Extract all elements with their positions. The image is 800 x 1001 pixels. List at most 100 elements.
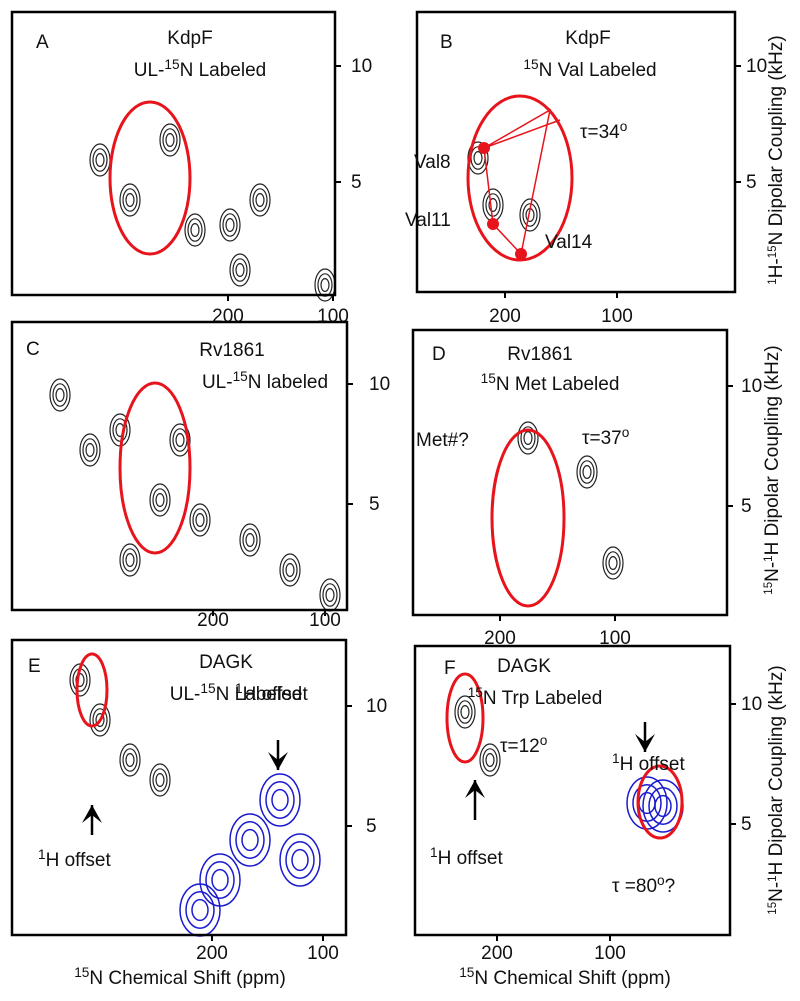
x-tick-label: 200 xyxy=(197,610,229,631)
contour xyxy=(485,752,495,767)
panel-frame xyxy=(10,10,337,297)
contour xyxy=(152,488,168,512)
superscript: 1 xyxy=(430,845,438,860)
contour xyxy=(185,891,215,929)
text: Rv1861 xyxy=(507,344,573,365)
panel-title: DAGK xyxy=(199,652,253,673)
text: KdpF xyxy=(167,28,212,49)
x-tick-label: 100 xyxy=(599,628,631,649)
fit-curve xyxy=(108,100,192,256)
fit-curve xyxy=(118,381,192,555)
x-tick-label: 200 xyxy=(212,306,244,327)
fit-curve xyxy=(490,428,566,608)
contour xyxy=(125,552,135,567)
text: H offset xyxy=(438,848,504,869)
y-tick-label: 5 xyxy=(366,816,377,837)
text: N Chemical Shift (ppm) xyxy=(474,968,670,989)
y-tick-label: 5 xyxy=(746,172,757,193)
annotation: Val11 xyxy=(405,210,451,231)
fit-curve xyxy=(636,764,684,840)
y-tick-label: 10 xyxy=(369,374,390,395)
superscript: 15 xyxy=(459,965,475,980)
contour xyxy=(259,773,301,827)
contour xyxy=(112,418,128,442)
x-tick-label: 200 xyxy=(196,943,228,964)
contour xyxy=(517,421,539,455)
contour xyxy=(473,151,483,166)
contour xyxy=(85,443,95,458)
superscript: 15 xyxy=(523,57,539,72)
contour xyxy=(320,278,330,293)
contour xyxy=(582,465,592,480)
contour xyxy=(95,153,105,168)
text: Rv1861 xyxy=(199,340,265,361)
contour xyxy=(279,553,301,587)
contour xyxy=(608,555,618,570)
superscript: o xyxy=(620,119,628,134)
annotation: τ=34o xyxy=(580,119,628,144)
contour xyxy=(291,848,309,872)
text: ? xyxy=(665,876,676,897)
annotation: Met#? xyxy=(416,430,469,451)
text: N Chemical Shift (ppm) xyxy=(89,968,285,989)
superscript: 15 xyxy=(767,245,779,258)
superscript: 15 xyxy=(468,685,484,700)
panel-letter: E xyxy=(28,656,41,677)
contour xyxy=(229,813,271,867)
annotation: τ =80o? xyxy=(612,873,675,898)
annotation: 1H offset xyxy=(38,847,111,872)
text: Val11 xyxy=(405,210,451,231)
contour xyxy=(95,712,105,727)
text: N Labeled xyxy=(216,684,303,705)
panel-title: UL-15N Labeled xyxy=(170,681,302,706)
y-tick-label: 5 xyxy=(351,172,362,193)
superscript: o xyxy=(540,733,548,748)
annotation: Val14 xyxy=(545,232,593,253)
panel-title: 15N Val Labeled xyxy=(523,57,656,82)
panel-letter: C xyxy=(26,339,40,360)
contour xyxy=(523,431,533,446)
superscript: 15 xyxy=(233,369,249,384)
text: H offset xyxy=(243,684,309,705)
contour xyxy=(242,528,258,552)
contour xyxy=(579,460,595,484)
contour xyxy=(190,223,200,238)
contour xyxy=(82,438,98,462)
text: N labeled xyxy=(248,372,328,393)
annotation: τ=12o xyxy=(500,733,548,758)
y-axis-label: 1H-15N Dipolar Coupling (kHz) xyxy=(766,35,787,284)
x-tick-label: 200 xyxy=(481,943,513,964)
contour xyxy=(159,123,181,157)
contour xyxy=(149,763,171,797)
superscript: o xyxy=(622,425,630,440)
panel-title: UL-15N labeled xyxy=(202,369,328,394)
contour xyxy=(229,253,251,287)
y-tick-label: 5 xyxy=(369,494,380,515)
panel-frame xyxy=(415,10,737,294)
contour xyxy=(155,772,165,787)
text: UL- xyxy=(134,60,165,81)
contour xyxy=(648,787,678,825)
text: τ =80 xyxy=(612,876,657,897)
contour xyxy=(165,133,175,148)
text: N Trp Labeled xyxy=(483,688,602,709)
text: UL- xyxy=(170,684,201,705)
contour xyxy=(225,218,235,233)
contour xyxy=(172,428,188,452)
panel-title: Rv1861 xyxy=(199,340,265,361)
superscript: 1 xyxy=(767,875,779,881)
text: N Labeled xyxy=(180,60,267,81)
text: N- xyxy=(766,882,787,902)
contour xyxy=(122,548,138,572)
contour xyxy=(325,587,335,602)
panel-frame xyxy=(10,320,349,612)
y-axis-label: 15N-1H Dipolar Coupling (kHz) xyxy=(766,665,787,914)
text: τ=12 xyxy=(500,736,540,757)
panel-title: KdpF xyxy=(167,28,212,49)
text: H Dipolar Coupling (kHz) xyxy=(762,345,783,555)
panel-frame xyxy=(10,638,348,937)
y-tick-label: 5 xyxy=(741,814,752,835)
contour xyxy=(265,781,295,819)
contour xyxy=(322,583,338,607)
text: N Val Labeled xyxy=(539,60,657,81)
